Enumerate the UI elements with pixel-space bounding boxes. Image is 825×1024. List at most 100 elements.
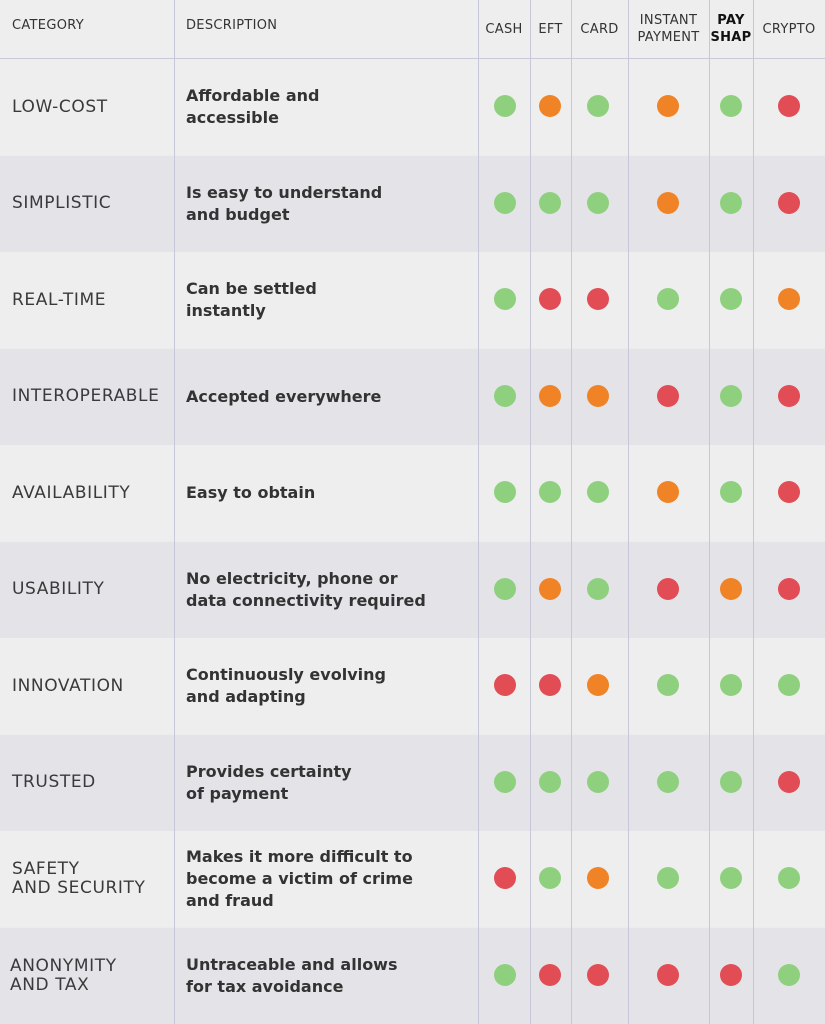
rating-dot-eft-orange — [539, 577, 561, 600]
column-divider — [753, 0, 754, 1024]
row-description: Untraceable and allows for tax avoidance — [186, 954, 398, 996]
rating-dot-crypto-red — [778, 191, 800, 214]
rating-dot-cash-green — [494, 95, 516, 118]
row-description: Provides certainty of payment — [186, 761, 352, 803]
rating-dot-cash-red — [494, 867, 516, 890]
row-category: ANONYMITY AND TAX — [10, 955, 117, 995]
rating-dot-crypto-orange — [778, 288, 800, 311]
table-row: USABILITY No electricity, phone or data c… — [0, 541, 825, 638]
rating-dot-cash-green — [494, 770, 516, 793]
rating-dot-instant-payment-green — [657, 288, 679, 311]
row-description: Easy to obtain — [186, 483, 316, 502]
rating-dot-card-green — [587, 770, 609, 793]
column-divider — [174, 0, 175, 1024]
rating-dot-eft-green — [539, 867, 561, 890]
rating-dot-card-red — [587, 963, 609, 986]
rating-dot-card-orange — [587, 867, 609, 890]
rating-dot-cash-red — [494, 674, 516, 697]
column-divider — [709, 0, 710, 1024]
rating-dot-instant-payment-red — [657, 963, 679, 986]
rating-dot-payshap-green — [720, 384, 742, 407]
rating-dot-eft-orange — [539, 95, 561, 118]
row-category: REAL-TIME — [12, 289, 107, 310]
row-description: Is easy to understand and budget — [186, 182, 383, 224]
row-category: AVAILABILITY — [12, 482, 131, 503]
row-description: Makes it more difficult to become a vict… — [186, 847, 413, 910]
rating-dot-eft-red — [539, 963, 561, 986]
row-description: Affordable and accessible — [186, 86, 320, 127]
row-category: SAFETY AND SECURITY — [12, 859, 146, 898]
rating-dot-card-red — [587, 288, 609, 311]
rating-dot-payshap-green — [720, 867, 742, 890]
rating-dot-crypto-red — [778, 577, 800, 600]
row-category: SIMPLISTIC — [12, 193, 112, 213]
rating-dot-cash-green — [494, 384, 516, 407]
rating-dot-cash-green — [494, 481, 516, 504]
rating-dot-instant-payment-green — [657, 674, 679, 697]
rating-dot-instant-payment-green — [657, 770, 679, 793]
table-row: ANONYMITY AND TAX Untraceable and allows … — [0, 927, 825, 1024]
rating-dot-card-green — [587, 577, 609, 600]
rating-dot-cash-green — [494, 577, 516, 600]
row-description: Continuously evolving and adapting — [186, 665, 386, 706]
column-divider — [571, 0, 572, 1024]
rating-dot-cash-green — [494, 288, 516, 311]
table-row: LOW-COST Affordable and accessible — [0, 59, 825, 155]
rating-dot-instant-payment-orange — [657, 191, 679, 214]
table-row: INNOVATION Continuously evolving and adap… — [0, 638, 825, 734]
header-description: DESCRIPTION — [186, 18, 278, 33]
table-row: SAFETY AND SECURITY Makes it more difficu… — [0, 831, 825, 927]
header-payshap: PAY SHAP — [710, 13, 752, 45]
column-divider — [530, 0, 531, 1024]
rating-dot-instant-payment-orange — [657, 95, 679, 118]
rating-dot-payshap-green — [720, 95, 742, 118]
rating-dot-payshap-green — [720, 481, 742, 504]
rating-dot-eft-green — [539, 770, 561, 793]
rating-dot-instant-payment-red — [657, 384, 679, 407]
rating-dot-instant-payment-red — [657, 577, 679, 600]
rating-dot-instant-payment-orange — [657, 481, 679, 504]
rating-dot-crypto-red — [778, 384, 800, 407]
table-row: INTEROPERABLE Accepted everywhere — [0, 348, 825, 445]
row-category: INNOVATION — [12, 675, 124, 696]
table-row: REAL-TIME Can be settled instantly — [0, 252, 825, 348]
rating-dot-eft-red — [539, 288, 561, 311]
header-instant-payment: INSTANT PAYMENT — [637, 13, 700, 45]
header-crypto: CRYPTO — [762, 21, 816, 37]
header-eft: EFT — [538, 21, 563, 37]
rating-dot-cash-green — [494, 191, 516, 214]
rating-dot-card-orange — [587, 674, 609, 697]
table-row: AVAILABILITY Easy to obtain — [0, 445, 825, 541]
rating-dot-crypto-green — [778, 674, 800, 697]
header-category: CATEGORY — [12, 18, 84, 33]
row-category: INTEROPERABLE — [12, 386, 160, 406]
rating-dot-card-green — [587, 481, 609, 504]
rating-dot-eft-green — [539, 191, 561, 214]
rating-dot-payshap-green — [720, 288, 742, 311]
rating-dot-crypto-green — [778, 867, 800, 890]
table-header: CATEGORY DESCRIPTION CASH EFT CARD INSTA… — [0, 0, 825, 59]
column-divider — [628, 0, 629, 1024]
rating-dot-payshap-green — [720, 674, 742, 697]
row-description: No electricity, phone or data connectivi… — [186, 568, 426, 610]
rating-dot-eft-green — [539, 481, 561, 504]
rating-dot-card-green — [587, 95, 609, 118]
row-category: LOW-COST — [12, 96, 108, 117]
rating-dot-eft-orange — [539, 384, 561, 407]
rating-dot-payshap-red — [720, 963, 742, 986]
row-category: TRUSTED — [12, 772, 96, 792]
row-description: Can be settled instantly — [186, 279, 317, 320]
rating-dot-payshap-orange — [720, 577, 742, 600]
rating-dot-eft-red — [539, 674, 561, 697]
rating-dot-instant-payment-green — [657, 867, 679, 890]
rating-dot-card-green — [587, 191, 609, 214]
column-divider — [478, 0, 479, 1024]
table-row: TRUSTED Provides certainty of payment — [0, 734, 825, 831]
rating-dot-crypto-red — [778, 481, 800, 504]
rating-dot-crypto-green — [778, 963, 800, 986]
header-card: CARD — [580, 21, 619, 37]
rating-dot-cash-green — [494, 963, 516, 986]
rating-dot-crypto-red — [778, 770, 800, 793]
row-description: Accepted everywhere — [186, 386, 382, 406]
rating-dot-card-orange — [587, 384, 609, 407]
